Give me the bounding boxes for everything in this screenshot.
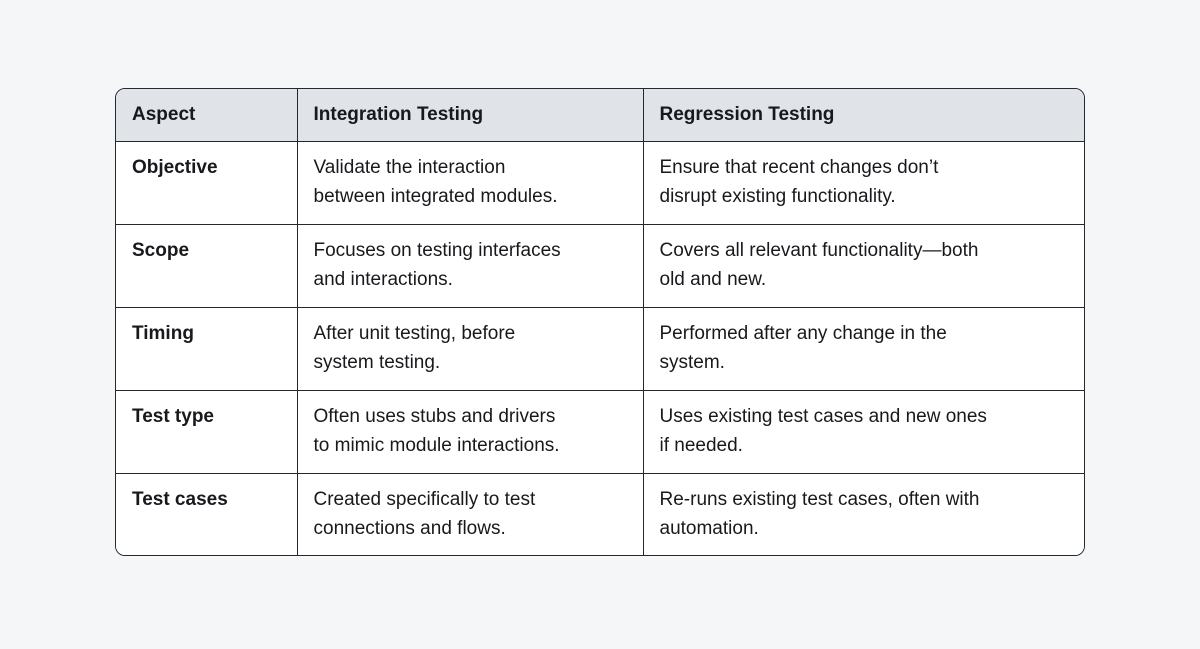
integration-cell: Often uses stubs and drivers to mimic mo… [296, 389, 643, 473]
column-header-regression-testing: Regression Testing [642, 89, 1084, 142]
table-row: Scope Focuses on testing interfaces and … [116, 223, 1084, 307]
aspect-cell: Scope [116, 223, 297, 307]
aspect-cell: Test type [116, 389, 297, 473]
aspect-cell: Test cases [116, 472, 297, 555]
aspect-cell: Timing [116, 306, 297, 390]
table-row: Test cases Created specifically to test … [116, 472, 1084, 555]
integration-cell: Validate the interaction between integra… [296, 141, 643, 224]
table-row: Timing After unit testing, before system… [116, 306, 1084, 390]
comparison-table-card: Aspect Integration Testing Regression Te… [115, 88, 1085, 556]
integration-cell: Created specifically to test connections… [296, 472, 643, 555]
column-header-integration-testing: Integration Testing [296, 89, 643, 142]
table-row: Test type Often uses stubs and drivers t… [116, 389, 1084, 473]
table-row: Objective Validate the interaction betwe… [116, 141, 1084, 224]
column-header-aspect: Aspect [116, 89, 297, 142]
aspect-cell: Objective [116, 141, 297, 224]
integration-cell: After unit testing, before system testin… [296, 306, 643, 390]
regression-cell: Re-runs existing test cases, often with … [642, 472, 1084, 555]
table-header-row: Aspect Integration Testing Regression Te… [116, 89, 1084, 142]
comparison-table: Aspect Integration Testing Regression Te… [116, 89, 1084, 555]
regression-cell: Covers all relevant functionality—both o… [642, 223, 1084, 307]
regression-cell: Ensure that recent changes don’t disrupt… [642, 141, 1084, 224]
regression-cell: Performed after any change in the system… [642, 306, 1084, 390]
regression-cell: Uses existing test cases and new ones if… [642, 389, 1084, 473]
integration-cell: Focuses on testing interfaces and intera… [296, 223, 643, 307]
